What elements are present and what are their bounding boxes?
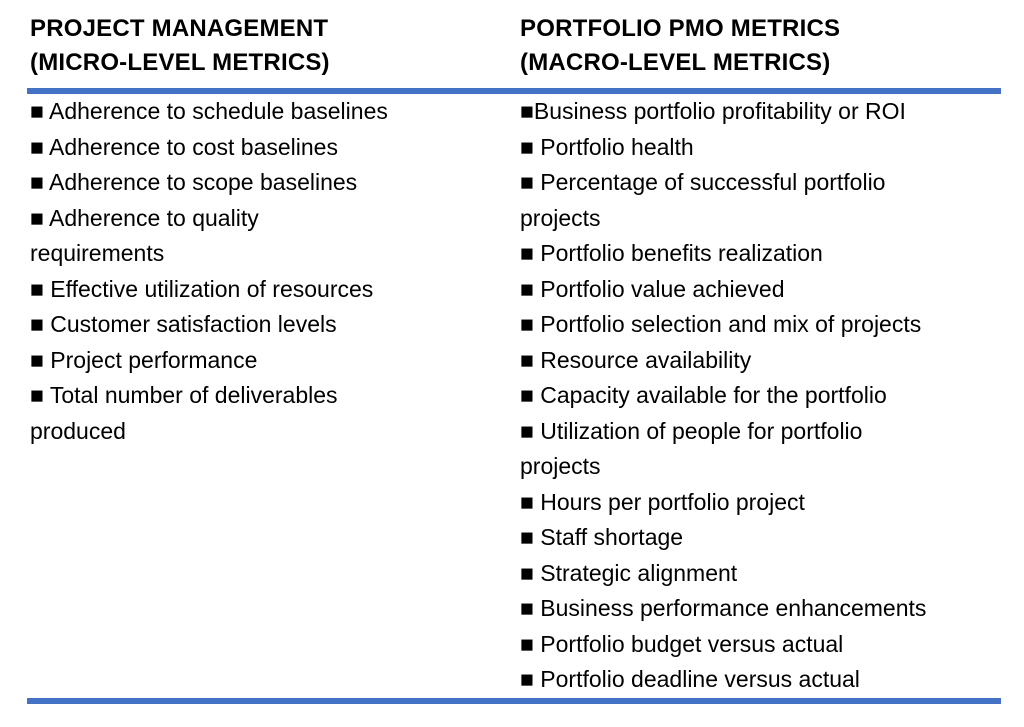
metric-item: ■ Adherence to schedule baselines bbox=[30, 98, 388, 124]
metric-item: ■ Portfolio deadline versus actual bbox=[520, 666, 860, 692]
metric-item: ■ Business performance enhancements bbox=[520, 595, 927, 621]
metric-item: ■ Portfolio selection and mix of project… bbox=[520, 311, 922, 337]
metric-item: ■ Staff shortage bbox=[520, 524, 684, 550]
bottom-rule bbox=[27, 697, 1001, 704]
metric-item: ■ Portfolio benefits realization bbox=[520, 240, 823, 266]
metric-item: ■ Strategic alignment bbox=[520, 559, 738, 586]
metric-item: ■ Resource availability bbox=[520, 346, 752, 373]
metric-item: ■ Total number of deliverables produced bbox=[30, 382, 338, 444]
metric-item: ■ Portfolio budget versus actual bbox=[520, 630, 844, 657]
metric-item: ■Business portfolio profitability or ROI bbox=[520, 98, 906, 124]
table-header-row: PROJECT MANAGEMENT (MICRO-LEVEL METRICS)… bbox=[27, 0, 1001, 88]
metric-item: ■ Hours per portfolio project bbox=[520, 488, 805, 515]
metric-item: ■ Effective utilization of resources bbox=[30, 275, 374, 302]
metric-item: ■ Portfolio health bbox=[520, 133, 694, 160]
metric-item: ■ Portfolio value achieved bbox=[520, 275, 785, 302]
column-header-project-management: PROJECT MANAGEMENT (MICRO-LEVEL METRICS) bbox=[30, 15, 330, 76]
metric-item: ■ Capacity available for the portfolio bbox=[520, 382, 887, 408]
top-rule bbox=[27, 88, 1001, 94]
metric-item: ■ Utilization of people for portfolio pr… bbox=[520, 417, 863, 480]
metric-item: ■ Customer satisfaction levels bbox=[30, 311, 337, 337]
column-header-portfolio-pmo: PORTFOLIO PMO METRICS (MACRO-LEVEL METRI… bbox=[520, 15, 841, 76]
metric-item: ■ Adherence to quality requirements bbox=[30, 204, 259, 267]
table-body-row: ■ Adherence to schedule baselines ■ Adher… bbox=[27, 94, 1001, 698]
metric-item: ■ Adherence to cost baselines bbox=[30, 133, 338, 160]
metric-item: ■ Percentage of successful portfolio pro… bbox=[520, 169, 886, 231]
metric-item: ■ Project performance bbox=[30, 346, 258, 373]
metric-item: ■ Adherence to scope baselines bbox=[30, 169, 358, 195]
portfolio-pmo-metrics-list: ■Business portfolio profitability or ROI… bbox=[517, 94, 1001, 698]
project-management-metrics-list: ■ Adherence to schedule baselines ■ Adher… bbox=[27, 94, 517, 449]
